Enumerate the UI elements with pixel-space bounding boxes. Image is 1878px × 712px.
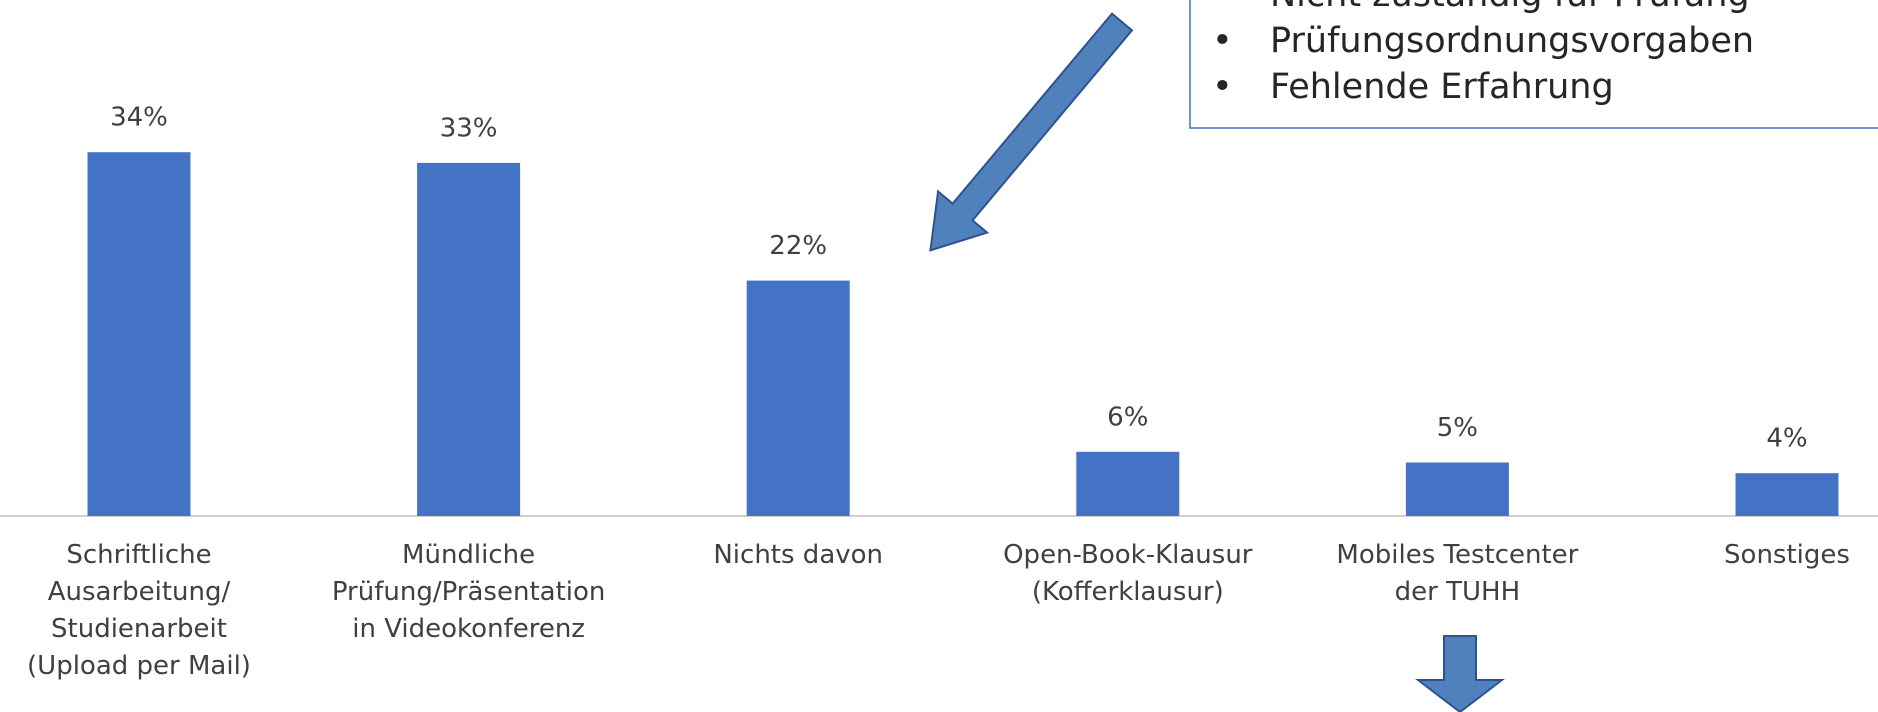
annotation-box: [1189, 0, 1878, 129]
annotation-item: Fehlende Erfahrung: [1270, 67, 1614, 107]
label-line: Open-Book-Klausur: [1003, 540, 1253, 570]
data-label: 33%: [440, 113, 498, 143]
bullet: •: [1212, 21, 1233, 61]
bullet: •: [1212, 0, 1233, 15]
label-line: Ausarbeitung/: [48, 577, 231, 607]
data-label: 22%: [769, 231, 827, 261]
label-line: (Kofferklausur): [1032, 577, 1224, 607]
x-tick-label: Nichts davon: [713, 540, 883, 570]
bar: [746, 280, 850, 516]
label-line: Studienarbeit: [51, 614, 227, 644]
bullet: •: [1212, 67, 1233, 107]
annotation-item: Nicht zuständig für Prüfung: [1270, 0, 1750, 15]
label-line: Prüfung/Präsentation: [332, 577, 606, 607]
annotation-item: Prüfungsordnungsvorgaben: [1270, 21, 1754, 61]
label-line: Mündliche: [402, 540, 535, 570]
label-line: Sonstiges: [1724, 540, 1850, 570]
x-tick-label: Schriftliche Ausarbeitung/Studienarbeit (U…: [27, 540, 251, 681]
label-line: Schriftliche: [66, 540, 211, 570]
bar: [417, 162, 521, 516]
arrow: [1415, 635, 1505, 712]
bar: [1735, 473, 1839, 516]
label-line: der TUHH: [1395, 577, 1520, 607]
x-tick-label: Open-Book-Klausur (Kofferklausur): [1003, 540, 1253, 607]
data-label: 34%: [110, 103, 168, 133]
x-tick-label: Mobiles Testcenter der TUHH: [1336, 540, 1578, 607]
data-label: 6%: [1107, 402, 1148, 432]
arrow: [929, 12, 1134, 252]
x-tick-label: Mündliche Prüfung/Präsentation in Videokon…: [332, 540, 606, 644]
label-line: Mobiles Testcenter: [1336, 540, 1578, 570]
data-label: 5%: [1437, 413, 1478, 443]
bar: [1405, 462, 1509, 516]
bar: [1076, 451, 1180, 516]
label-line: (Upload per Mail): [27, 651, 251, 681]
label-line: in Videokonferenz: [352, 614, 585, 644]
label-line: Nichts davon: [713, 540, 883, 570]
x-tick-label: Sonstiges: [1724, 540, 1850, 570]
data-label: 4%: [1766, 424, 1807, 454]
bar: [87, 152, 191, 516]
